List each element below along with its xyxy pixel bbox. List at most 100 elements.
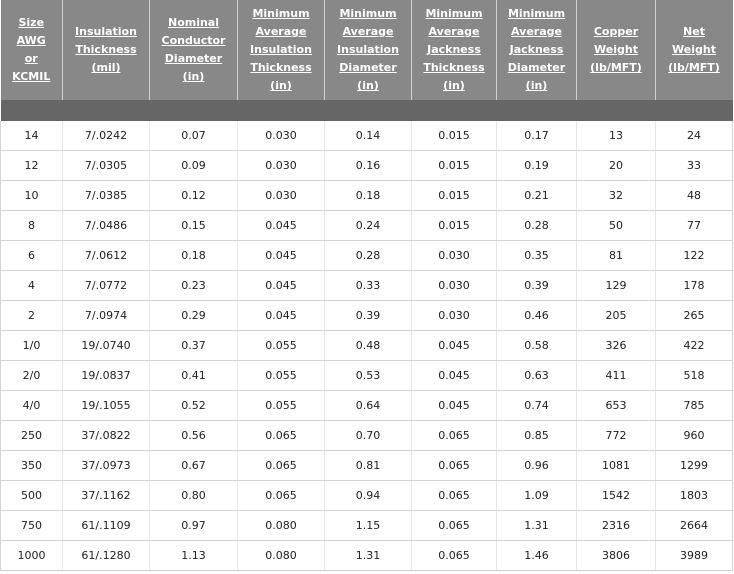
net-weight-cell: 77 bbox=[655, 210, 733, 241]
insulation-diameter-min-cell: 0.94 bbox=[324, 480, 412, 511]
min-avg-jackness-thickness-header: Minimum Average Jackness Thickness (in) bbox=[411, 0, 497, 100]
header-line: Weight bbox=[672, 43, 716, 56]
jackness-diameter-min-cell: 0.19 bbox=[496, 150, 577, 181]
header-line: Thickness bbox=[423, 61, 485, 74]
jackness-diameter-min-cell: 0.46 bbox=[496, 300, 577, 331]
net-weight-cell: 265 bbox=[655, 300, 733, 331]
jackness-thickness-min-cell: 0.015 bbox=[411, 210, 497, 241]
net-weight-cell: 785 bbox=[655, 390, 733, 421]
insulation-thickness-cell: 7/.0772 bbox=[62, 270, 150, 301]
insulation-diameter-min-cell: 1.15 bbox=[324, 510, 412, 541]
insulation-thickness-cell: 7/.0486 bbox=[62, 210, 150, 241]
net-weight-cell: 1803 bbox=[655, 480, 733, 511]
table-row: 1/0 19/.0740 0.37 0.055 0.48 0.045 0.58 326 422 bbox=[0, 330, 733, 361]
insulation-thickness-cell: 7/.0974 bbox=[62, 300, 150, 331]
copper-weight-cell: 1081 bbox=[576, 450, 656, 481]
copper-weight-cell: 129 bbox=[576, 270, 656, 301]
insulation-diameter-min-cell: 0.24 bbox=[324, 210, 412, 241]
header-line: Size bbox=[18, 16, 45, 29]
net-weight-cell: 2664 bbox=[655, 510, 733, 541]
jackness-diameter-min-cell: 0.35 bbox=[496, 240, 577, 271]
net-weight-cell: 48 bbox=[655, 180, 733, 211]
header-row: Size AWG or KCMIL Insulation Thickness (mil) No… bbox=[0, 0, 733, 100]
jackness-diameter-min-cell: 0.17 bbox=[496, 121, 577, 151]
insulation-thickness-min-cell: 0.045 bbox=[237, 240, 325, 271]
jackness-thickness-min-cell: 0.045 bbox=[411, 330, 497, 361]
jackness-diameter-min-cell: 1.46 bbox=[496, 540, 577, 571]
insulation-thickness-min-cell: 0.055 bbox=[237, 330, 325, 361]
table-row: 8 7/.0486 0.15 0.045 0.24 0.015 0.28 50 77 bbox=[0, 210, 733, 241]
insulation-thickness-cell: 37/.1162 bbox=[62, 480, 150, 511]
copper-weight-cell: 20 bbox=[576, 150, 656, 181]
insulation-thickness-cell: 7/.0385 bbox=[62, 180, 150, 211]
table-row: 12 7/.0305 0.09 0.030 0.16 0.015 0.19 20 33 bbox=[0, 150, 733, 181]
insulation-thickness-min-cell: 0.030 bbox=[237, 180, 325, 211]
header-line: (in) bbox=[270, 79, 292, 92]
nominal-diameter-cell: 0.23 bbox=[149, 270, 238, 301]
table-row: 10 7/.0385 0.12 0.030 0.18 0.015 0.21 32 48 bbox=[0, 180, 733, 211]
size-cell: 1/0 bbox=[0, 330, 63, 361]
header-line: (lb/MFT) bbox=[668, 61, 720, 74]
jackness-thickness-min-cell: 0.030 bbox=[411, 240, 497, 271]
header-line: Minimum bbox=[252, 7, 310, 20]
net-weight-header: Net Weight (lb/MFT) bbox=[655, 0, 733, 100]
header-line: (in) bbox=[443, 79, 465, 92]
size-header: Size AWG or KCMIL bbox=[0, 0, 63, 100]
copper-weight-cell: 772 bbox=[576, 420, 656, 451]
header-line: Average bbox=[428, 25, 480, 38]
insulation-diameter-min-cell: 1.31 bbox=[324, 540, 412, 571]
table-row: 4/0 19/.1055 0.52 0.055 0.64 0.045 0.74 653 785 bbox=[0, 390, 733, 421]
insulation-thickness-min-cell: 0.065 bbox=[237, 450, 325, 481]
nominal-conductor-diameter-header: Nominal Conductor Diameter (in) bbox=[149, 0, 238, 100]
copper-weight-cell: 32 bbox=[576, 180, 656, 211]
net-weight-cell: 1299 bbox=[655, 450, 733, 481]
size-cell: 8 bbox=[0, 210, 63, 241]
net-weight-cell: 422 bbox=[655, 330, 733, 361]
header-line: Conductor bbox=[161, 34, 226, 47]
header-line: (lb/MFT) bbox=[590, 61, 642, 74]
insulation-thickness-min-cell: 0.045 bbox=[237, 270, 325, 301]
jackness-thickness-min-cell: 0.015 bbox=[411, 180, 497, 211]
insulation-diameter-min-cell: 0.70 bbox=[324, 420, 412, 451]
copper-weight-header: Copper Weight (lb/MFT) bbox=[576, 0, 656, 100]
copper-weight-cell: 205 bbox=[576, 300, 656, 331]
net-weight-cell: 33 bbox=[655, 150, 733, 181]
header-line: (mil) bbox=[91, 61, 121, 74]
nominal-diameter-cell: 0.80 bbox=[149, 480, 238, 511]
header-line: Thickness bbox=[250, 61, 312, 74]
insulation-thickness-min-cell: 0.030 bbox=[237, 150, 325, 181]
jackness-thickness-min-cell: 0.015 bbox=[411, 121, 497, 151]
header-line: or bbox=[24, 52, 38, 65]
nominal-diameter-cell: 0.52 bbox=[149, 390, 238, 421]
insulation-diameter-min-cell: 0.16 bbox=[324, 150, 412, 181]
jackness-diameter-min-cell: 0.21 bbox=[496, 180, 577, 211]
min-avg-jackness-diameter-header: Minimum Average Jackness Diameter (in) bbox=[496, 0, 577, 100]
insulation-thickness-min-cell: 0.080 bbox=[237, 510, 325, 541]
header-line: Average bbox=[342, 25, 394, 38]
nominal-diameter-cell: 1.13 bbox=[149, 540, 238, 571]
size-cell: 350 bbox=[0, 450, 63, 481]
insulation-thickness-min-cell: 0.065 bbox=[237, 480, 325, 511]
jackness-thickness-min-cell: 0.015 bbox=[411, 150, 497, 181]
header-line: Weight bbox=[594, 43, 638, 56]
net-weight-cell: 122 bbox=[655, 240, 733, 271]
size-cell: 14 bbox=[0, 121, 63, 151]
insulation-diameter-min-cell: 0.64 bbox=[324, 390, 412, 421]
copper-weight-cell: 3806 bbox=[576, 540, 656, 571]
nominal-diameter-cell: 0.97 bbox=[149, 510, 238, 541]
nominal-diameter-cell: 0.29 bbox=[149, 300, 238, 331]
nominal-diameter-cell: 0.12 bbox=[149, 180, 238, 211]
insulation-thickness-cell: 7/.0612 bbox=[62, 240, 150, 271]
insulation-thickness-cell: 61/.1280 bbox=[62, 540, 150, 571]
min-avg-insulation-diameter-header: Minimum Average Insulation Diameter (in) bbox=[324, 0, 412, 100]
header-line: Jackness bbox=[509, 43, 564, 56]
jackness-diameter-min-cell: 0.85 bbox=[496, 420, 577, 451]
min-avg-insulation-thickness-header: Minimum Average Insulation Thickness (in) bbox=[237, 0, 325, 100]
jackness-thickness-min-cell: 0.065 bbox=[411, 540, 497, 571]
insulation-diameter-min-cell: 0.53 bbox=[324, 360, 412, 391]
insulation-thickness-cell: 7/.0242 bbox=[62, 121, 150, 151]
size-cell: 2/0 bbox=[0, 360, 63, 391]
header-line: AWG bbox=[16, 34, 46, 47]
header-line: Average bbox=[511, 25, 562, 38]
jackness-diameter-min-cell: 0.28 bbox=[496, 210, 577, 241]
